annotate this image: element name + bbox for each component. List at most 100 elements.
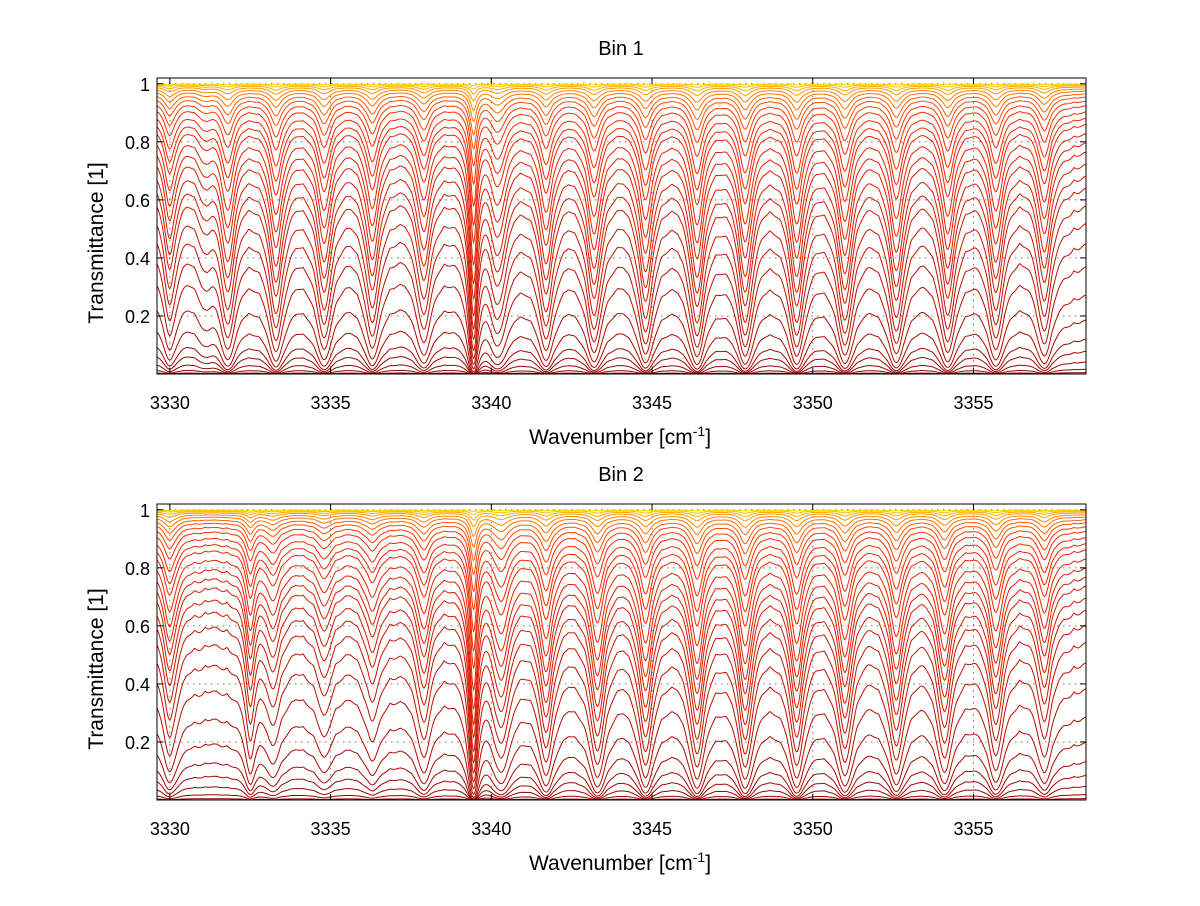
chart-panel-bin-2: Bin 2 3330 3335 3340 3345 3350 3355 0.2 0.4 0.6… [85, 464, 1087, 875]
y-tick-label: 0.6 [125, 617, 150, 637]
transmittance-series-25 [157, 90, 1086, 123]
tick-marks [157, 78, 1086, 374]
y-tick-label: 0.6 [125, 191, 150, 211]
transmittance-series-23 [157, 522, 1086, 576]
transmittance-series-17 [157, 133, 1086, 267]
transmittance-series-21 [157, 105, 1086, 186]
transmittance-series-21 [157, 531, 1086, 611]
transmittance-series-25 [157, 516, 1086, 548]
transmittance-series-28 [157, 511, 1086, 521]
transmittance-series-1 [157, 372, 1086, 374]
transmittance-series-20 [157, 537, 1086, 633]
transmittance-series-8 [157, 688, 1086, 795]
transmittance-series-19 [157, 117, 1086, 227]
transmittance-series-10 [157, 223, 1086, 360]
y-tick-labels: 0.2 0.4 0.6 0.8 1 [125, 75, 150, 327]
transmittance-series-22 [157, 100, 1086, 167]
y-axis-label: Transmittance [1] [85, 588, 108, 749]
transmittance-series-28 [157, 85, 1086, 95]
transmittance-series-27 [157, 512, 1086, 528]
x-axis-label-superscript: -1 [693, 423, 706, 439]
x-axis-label-superscript: -1 [693, 849, 706, 865]
y-tick-label: 0.8 [125, 133, 150, 153]
y-tick-label: 0.4 [125, 249, 150, 269]
transmittance-series-9 [157, 662, 1086, 790]
transmittance-series-16 [157, 567, 1086, 711]
tick-marks [157, 504, 1086, 800]
transmittance-series-2 [157, 368, 1086, 374]
transmittance-series-5 [157, 338, 1086, 374]
transmittance-series-10 [157, 642, 1086, 783]
transmittance-series-24 [157, 93, 1086, 136]
transmittance-series-18 [157, 124, 1086, 244]
x-tick-label: 3355 [953, 819, 993, 839]
x-axis-label-close: ] [705, 852, 711, 875]
transmittance-series-15 [157, 151, 1086, 301]
axes-frame [156, 503, 1087, 801]
y-tick-label: 0.8 [125, 559, 150, 579]
x-tick-label: 3350 [793, 393, 833, 413]
transmittance-series-11 [157, 205, 1086, 352]
x-tick-labels: 3330 3335 3340 3345 3350 3355 [150, 393, 994, 413]
transmittance-series-9 [157, 243, 1086, 366]
transmittance-series-8 [157, 266, 1086, 370]
x-axis-label-main: Wavenumber [cm [529, 852, 693, 875]
chart-title: Bin 1 [598, 38, 644, 60]
transmittance-series-4 [157, 775, 1086, 800]
x-tick-label: 3345 [632, 393, 672, 413]
transmittance-series-17 [157, 558, 1086, 692]
chart-panel-bin-1: Bin 1 3330 3335 3340 3345 3350 3355 0.2 0.4 0.6… [85, 38, 1087, 449]
y-tick-label: 0.2 [125, 307, 150, 327]
x-tick-labels: 3330 3335 3340 3345 3350 3355 [150, 819, 994, 839]
transmittance-series-13 [157, 597, 1086, 753]
transmittance-series-7 [157, 294, 1086, 373]
y-axis-label: Transmittance [1] [85, 162, 108, 323]
x-tick-label: 3335 [311, 819, 351, 839]
y-tick-label: 0.4 [125, 675, 150, 695]
transmittance-series-5 [157, 761, 1086, 800]
transmittance-series-22 [157, 526, 1086, 593]
x-tick-label: 3330 [150, 393, 190, 413]
transmittance-series-14 [157, 163, 1086, 318]
transmittance-series-13 [157, 176, 1086, 331]
transmittance-series-26 [157, 514, 1086, 537]
transmittance-series-12 [157, 187, 1086, 341]
x-tick-label: 3345 [632, 819, 672, 839]
x-axis-label: Wavenumber [cm-1] [529, 849, 711, 875]
y-tick-label: 0.2 [125, 733, 150, 753]
transmittance-series-4 [157, 350, 1086, 374]
transmittance-series-20 [157, 111, 1086, 208]
y-tick-label: 1 [140, 501, 150, 521]
transmittance-series-24 [157, 519, 1086, 562]
x-axis-label: Wavenumber [cm-1] [529, 423, 711, 449]
transmittance-series-14 [157, 585, 1086, 739]
x-tick-label: 3350 [793, 819, 833, 839]
transmittance-series-6 [157, 319, 1086, 374]
transmittance-series-26 [157, 88, 1086, 112]
transmittance-series-12 [157, 609, 1086, 764]
y-tick-label: 1 [140, 75, 150, 95]
transmittance-series-30 [157, 83, 1086, 87]
transmittance-series-29 [157, 510, 1086, 516]
series-group [157, 509, 1086, 800]
y-tick-labels: 0.2 0.4 0.6 0.8 1 [125, 501, 150, 753]
transmittance-series-16 [157, 142, 1086, 285]
x-axis-label-main: Wavenumber [cm [529, 426, 693, 449]
transmittance-series-15 [157, 576, 1086, 726]
transmittance-series-11 [157, 624, 1086, 774]
transmittance-series-27 [157, 86, 1086, 102]
x-tick-label: 3340 [471, 393, 511, 413]
x-axis-label-close: ] [705, 426, 711, 449]
transmittance-series-18 [157, 549, 1086, 670]
transmittance-series-29 [157, 84, 1086, 90]
transmittance-series-23 [157, 96, 1086, 150]
transmittance-series-7 [157, 716, 1086, 798]
series-group [157, 83, 1086, 374]
transmittance-series-2 [157, 794, 1086, 800]
x-tick-label: 3330 [150, 819, 190, 839]
x-tick-label: 3335 [311, 393, 351, 413]
transmittance-series-19 [157, 543, 1086, 653]
transmittance-series-3 [157, 786, 1086, 800]
chart-title: Bin 2 [598, 464, 644, 486]
